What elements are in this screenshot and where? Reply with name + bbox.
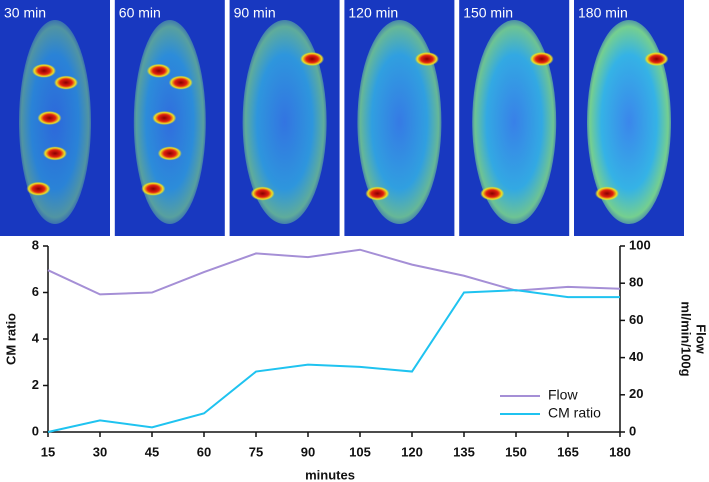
panel-label: 90 min bbox=[234, 5, 276, 21]
panel-hotspot bbox=[152, 111, 177, 125]
x-tick-label: 15 bbox=[41, 444, 55, 459]
legend-label: Flow bbox=[548, 387, 578, 403]
x-tick-label: 165 bbox=[557, 444, 579, 459]
panel-hotspot bbox=[644, 52, 669, 66]
legend-label: CM ratio bbox=[548, 405, 601, 421]
panel-hotspot bbox=[250, 186, 275, 201]
image-panels: 30 min 60 min 90 min 120 min 150 min 180 min bbox=[0, 0, 684, 236]
y-tick-label: 2 bbox=[32, 377, 39, 392]
panel-body bbox=[587, 20, 671, 224]
panel-hotspot bbox=[168, 75, 193, 90]
panel-hotspot bbox=[32, 63, 56, 78]
panel-hotspot bbox=[146, 63, 171, 78]
x-tick-label: 30 bbox=[93, 444, 107, 459]
panel-hotspot bbox=[26, 181, 51, 196]
panel-hotspot bbox=[54, 75, 78, 90]
panel-hotspot bbox=[414, 52, 439, 66]
panel-hotspot bbox=[300, 52, 325, 66]
panel-label: 30 min bbox=[4, 5, 46, 21]
x-tick-label: 180 bbox=[609, 444, 631, 459]
y2-axis-label: Flow bbox=[694, 324, 709, 354]
series-line bbox=[47, 289, 620, 433]
panel-hotspot bbox=[37, 111, 62, 125]
x-axis-label: minutes bbox=[305, 467, 355, 482]
y2-tick-label: 40 bbox=[629, 349, 643, 364]
y2-tick-label: 80 bbox=[629, 275, 643, 290]
x-tick-label: 105 bbox=[349, 444, 371, 459]
y-axis-label: CM ratio bbox=[3, 313, 18, 365]
panel-hotspot bbox=[480, 186, 505, 201]
x-tick-label: 135 bbox=[453, 444, 475, 459]
panel-hotspot bbox=[141, 181, 166, 196]
y2-tick-label: 100 bbox=[629, 237, 651, 252]
x-tick-label: 75 bbox=[249, 444, 263, 459]
panel-body bbox=[357, 20, 442, 224]
y2-axis-label: ml/min/100g bbox=[679, 301, 694, 376]
panel-label: 120 min bbox=[348, 5, 398, 21]
panel-hotspot bbox=[365, 186, 390, 201]
series-line bbox=[47, 248, 621, 296]
panel-hotspot bbox=[157, 146, 182, 161]
panel-hotspot bbox=[595, 186, 619, 201]
x-tick-label: 45 bbox=[145, 444, 159, 459]
y2-tick-label: 20 bbox=[629, 386, 643, 401]
panel-label: 180 min bbox=[578, 5, 628, 21]
panel-hotspot bbox=[529, 52, 554, 66]
x-tick-label: 60 bbox=[197, 444, 211, 459]
x-tick-label: 120 bbox=[401, 444, 423, 459]
y-tick-label: 6 bbox=[32, 284, 39, 299]
x-tick-label: 150 bbox=[505, 444, 527, 459]
y2-tick-label: 60 bbox=[629, 312, 643, 327]
y2-tick-label: 0 bbox=[629, 423, 636, 438]
y-tick-label: 0 bbox=[32, 423, 39, 438]
panel-body bbox=[472, 20, 557, 224]
panel-body bbox=[242, 20, 327, 224]
panel-hotspot bbox=[43, 146, 67, 161]
panel-label: 150 min bbox=[463, 5, 513, 21]
y-tick-label: 8 bbox=[32, 237, 39, 252]
x-tick-label: 90 bbox=[301, 444, 315, 459]
panel-label: 60 min bbox=[119, 5, 161, 21]
y-tick-label: 4 bbox=[32, 330, 40, 345]
